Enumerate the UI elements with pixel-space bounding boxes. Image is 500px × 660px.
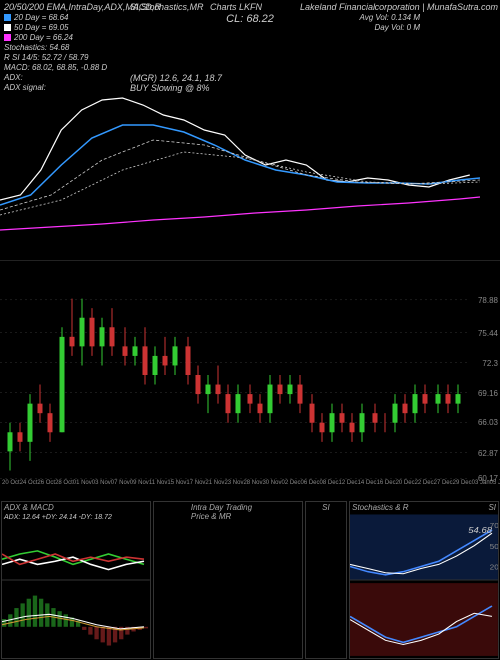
- date-axis: 20 Oct24 Oct26 Oct28 Oct01 Nov03 Nov07 N…: [0, 480, 470, 500]
- adx-values: ADX: 12.64 +DY: 24.14 -DY: 18.72: [4, 514, 112, 521]
- price-axis: 78.8875.4472.369.1666.0362.8760.17: [472, 270, 500, 480]
- svg-text:50: 50: [490, 542, 498, 550]
- moving-average-panel: [0, 70, 480, 250]
- adx-chart: [2, 502, 150, 658]
- stoch-chart: 54.6870 50 20: [350, 502, 498, 658]
- si-title: SI: [322, 503, 330, 512]
- ma50-label: 50 Day = 69.05: [14, 23, 68, 32]
- day-vol: Day Vol: 0 M: [375, 23, 421, 32]
- svg-text:54.68: 54.68: [468, 526, 492, 535]
- header-mid-a: SI,Stochastics,MR: [130, 2, 204, 12]
- chart-container: 20/50/200 EMA,IntraDay,ADX,MACD,R SI,Sto…: [0, 0, 500, 660]
- adx-macd-panel: ADX & MACD ADX: 12.64 +DY: 24.14 -DY: 18…: [1, 501, 151, 659]
- indicator-panels: ADX & MACD ADX: 12.64 +DY: 24.14 -DY: 18…: [0, 500, 500, 660]
- stoch-title-r: SI: [488, 503, 496, 512]
- candlestick-panel: [0, 270, 470, 480]
- header-chart-symbol: Charts LKFN: [210, 2, 262, 12]
- svg-text:20: 20: [490, 563, 498, 571]
- avg-vol: Avg Vol: 0.134 M: [360, 13, 420, 22]
- intraday-title: Intra Day Trading Price & MR: [191, 503, 265, 521]
- ma200-color-icon: [4, 34, 11, 41]
- stochastics-panel: Stochastics & R SI 54.6870 50 20: [349, 501, 499, 659]
- adx-panel-title: ADX & MACD: [4, 503, 54, 512]
- ma-chart: [0, 70, 480, 250]
- candlestick-chart: [0, 270, 470, 480]
- si-panel: SI: [305, 501, 347, 659]
- ma20-label: 20 Day = 68.64: [14, 13, 68, 22]
- chart-header: 20/50/200 EMA,IntraDay,ADX,MACD,R SI,Sto…: [0, 0, 500, 74]
- stochastics-value: Stochastics: 54.68: [4, 43, 496, 53]
- ma50-color-icon: [4, 24, 11, 31]
- ma200-label: 200 Day = 66.24: [14, 33, 73, 42]
- stoch-title-l: Stochastics & R: [352, 503, 408, 512]
- intraday-panel: Intra Day Trading Price & MR: [153, 501, 303, 659]
- rsi-value: R SI 14/5: 52.72 / 58.79: [4, 53, 496, 63]
- ma20-color-icon: [4, 14, 11, 21]
- header-source: corporation | MunafaSutra.com: [375, 2, 498, 12]
- header-company: Lakeland Financial: [300, 2, 375, 12]
- separator: [0, 260, 500, 261]
- svg-text:70: 70: [490, 521, 498, 529]
- close-price: CL: 68.22: [226, 13, 274, 25]
